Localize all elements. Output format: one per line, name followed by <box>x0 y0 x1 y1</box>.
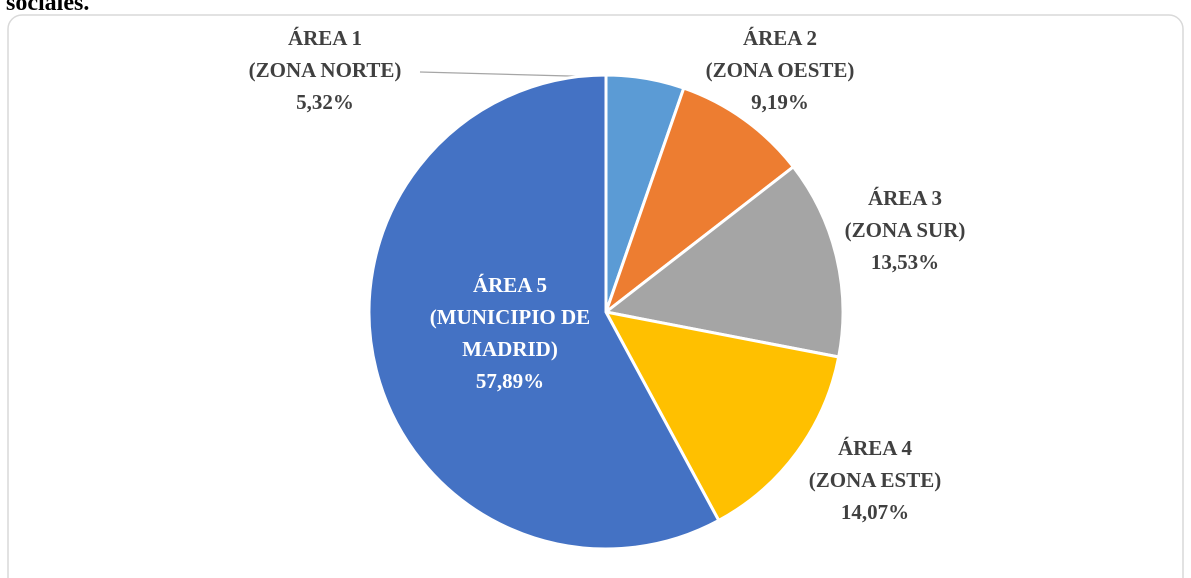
slice-label: (MUNICIPIO DE <box>430 305 590 329</box>
pie-slice <box>367 73 721 551</box>
slice-label: ÁREA 5 <box>473 273 547 297</box>
slice-label: (ZONA OESTE) <box>706 58 855 82</box>
value-label: 13,53% <box>871 250 939 274</box>
slice-label: ÁREA 3 <box>868 186 942 210</box>
slice-label: (ZONA NORTE) <box>249 58 402 82</box>
slice-label: MADRID) <box>462 337 558 361</box>
pie-slice <box>602 164 845 359</box>
pie-slice <box>602 86 796 317</box>
value-label: 5,32% <box>296 90 354 114</box>
caption: sociales. <box>6 0 89 16</box>
value-label: 57,89% <box>476 369 544 393</box>
value-label: 9,19% <box>751 90 809 114</box>
slice-label: ÁREA 4 <box>838 436 913 460</box>
value-label: 14,07% <box>841 500 909 524</box>
slice-label: (ZONA ESTE) <box>809 468 941 492</box>
slice-label: ÁREA 1 <box>288 26 362 50</box>
pie-slice <box>603 309 841 523</box>
slice-label: ÁREA 2 <box>743 26 817 50</box>
slice-label: (ZONA SUR) <box>845 218 966 242</box>
